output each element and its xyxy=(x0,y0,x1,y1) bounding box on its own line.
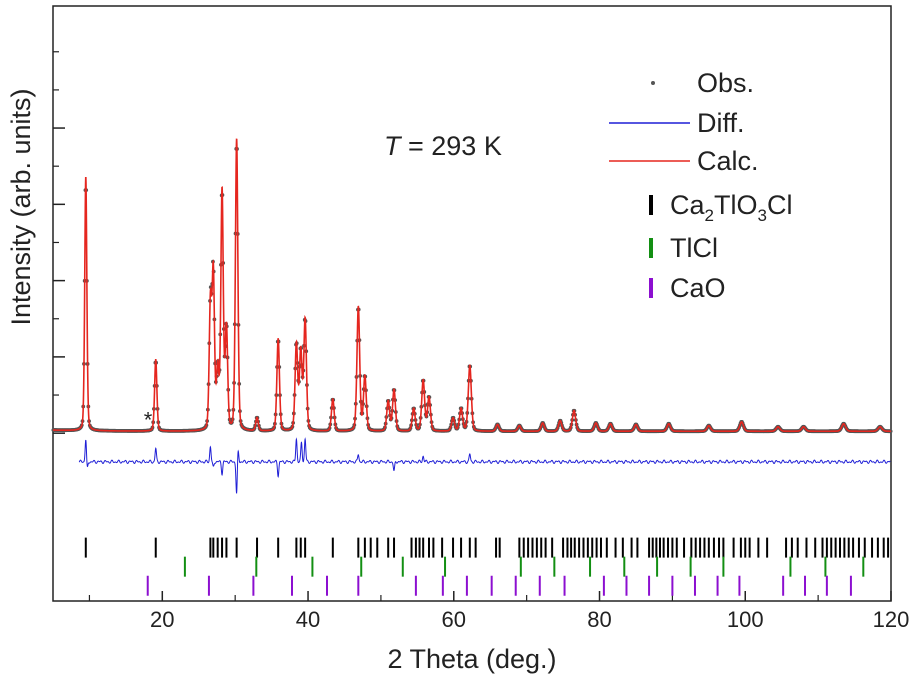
x-tick-label: 120 xyxy=(873,607,910,632)
difference-series xyxy=(78,437,891,494)
legend-label: CaO xyxy=(670,273,726,303)
legend: Obs. Diff. Calc. Ca2TlO3Cl TlCl CaO xyxy=(609,68,792,303)
x-tick-label: 40 xyxy=(296,607,320,632)
calc-line xyxy=(53,138,891,433)
reflection-ticks xyxy=(84,537,890,596)
annotations: T = 293 K * xyxy=(144,131,502,433)
impurity-marker: * xyxy=(144,408,153,433)
legend-label: Obs. xyxy=(697,68,754,98)
plot-frame xyxy=(52,5,892,602)
legend-label: Ca2TlO3Cl xyxy=(670,190,792,225)
legend-label: TlCl xyxy=(670,233,718,263)
calculated-series xyxy=(53,138,891,433)
legend-label: Calc. xyxy=(697,146,759,176)
x-axis-label: 2 Theta (deg.) xyxy=(387,644,556,674)
x-tick-label: 20 xyxy=(150,607,174,632)
temperature-annotation: T = 293 K xyxy=(384,131,502,161)
diff-line xyxy=(78,437,891,494)
axis-ticks: 20 40 60 80 100 120 xyxy=(53,51,910,632)
legend-symbol-dot xyxy=(651,81,655,85)
y-axis-label: Intensity (arb. units) xyxy=(6,88,36,325)
x-tick-label: 100 xyxy=(727,607,764,632)
x-tick-label: 80 xyxy=(587,607,611,632)
legend-label: Diff. xyxy=(697,108,745,138)
x-tick-label: 60 xyxy=(442,607,466,632)
